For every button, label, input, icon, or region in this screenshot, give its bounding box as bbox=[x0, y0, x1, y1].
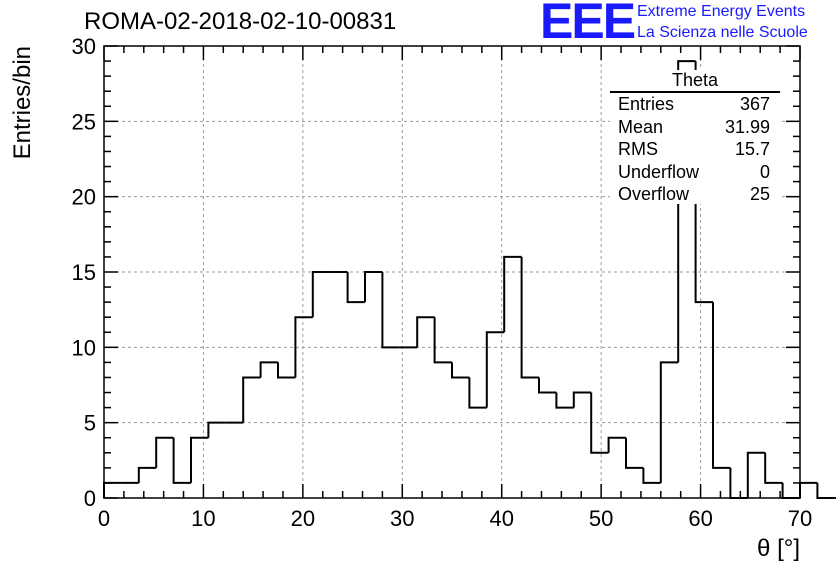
logo-line-2: La Scienza nelle Scuole bbox=[637, 24, 808, 41]
x-axis-label: θ [°] bbox=[757, 535, 800, 562]
axis-ticks bbox=[103, 45, 801, 499]
y-tick-label: 0 bbox=[84, 486, 96, 511]
histogram-bars bbox=[103, 60, 836, 499]
x-tick-label: 70 bbox=[788, 506, 812, 531]
y-tick-label: 10 bbox=[72, 335, 96, 360]
histogram-bin bbox=[729, 467, 748, 499]
stats-value: 31.99 bbox=[724, 116, 770, 137]
stats-label: Mean bbox=[618, 116, 664, 137]
stats-box: Theta Entries 367 Mean 31.99 RMS 15.7 Un… bbox=[610, 70, 780, 204]
stats-label: Overflow bbox=[618, 184, 690, 204]
stats-value: 25 bbox=[749, 184, 770, 204]
y-tick-label: 25 bbox=[72, 109, 96, 134]
tick-labels: 0 10 20 30 40 50 60 70 0 5 10 15 20 25 30 bbox=[72, 34, 813, 531]
x-tick-label: 60 bbox=[688, 506, 712, 531]
histogram-bin bbox=[103, 481, 122, 498]
histogram-bin bbox=[816, 482, 835, 499]
y-tick-label: 15 bbox=[72, 260, 96, 285]
histogram-bin bbox=[311, 271, 331, 318]
stats-value: 367 bbox=[739, 94, 770, 114]
histogram-bin bbox=[555, 392, 574, 409]
x-tick-label: 30 bbox=[390, 506, 414, 531]
stats-row-entries: Entries 367 bbox=[610, 93, 780, 116]
histogram-bin bbox=[520, 256, 539, 379]
stats-label: Entries bbox=[618, 94, 675, 114]
histogram-bin bbox=[590, 392, 609, 454]
histogram-bin bbox=[781, 482, 800, 499]
logo-line-1: Extreme Energy Events bbox=[637, 3, 806, 20]
histogram-bin bbox=[190, 436, 209, 483]
histogram-bin bbox=[572, 391, 592, 408]
histogram-bin bbox=[625, 437, 644, 469]
stats-row-rms: RMS 15.7 bbox=[610, 138, 780, 161]
x-tick-label: 10 bbox=[191, 506, 215, 531]
stats-title: Theta bbox=[610, 70, 780, 93]
histogram-bin bbox=[137, 466, 157, 483]
y-axis-label: Entries/bin bbox=[9, 46, 36, 159]
histogram-bin bbox=[642, 467, 661, 484]
histogram-bin bbox=[764, 452, 783, 484]
histogram-bin bbox=[381, 272, 400, 349]
run-title: ROMA-02-2018-02-10-00831 bbox=[84, 8, 397, 35]
y-tick-label: 30 bbox=[72, 34, 96, 59]
stats-value: 0 bbox=[759, 161, 770, 182]
histogram-bin bbox=[155, 436, 174, 468]
histogram-bin bbox=[746, 451, 766, 498]
histogram-bin bbox=[172, 437, 191, 484]
histogram-bin bbox=[346, 272, 365, 304]
histogram-bin bbox=[677, 60, 696, 363]
histogram-bin bbox=[294, 316, 313, 378]
histogram-bin bbox=[538, 377, 557, 394]
histogram-bin bbox=[364, 271, 383, 303]
histogram-bin bbox=[259, 361, 278, 378]
y-tick-label: 5 bbox=[84, 411, 96, 436]
histogram-bin bbox=[799, 481, 818, 498]
stats-row-mean: Mean 31.99 bbox=[610, 116, 780, 139]
histogram-bin bbox=[416, 316, 435, 348]
histogram-bin bbox=[712, 302, 731, 469]
eee-logo: EEE Extreme Energy Events La Scienza nel… bbox=[540, 0, 836, 46]
histogram-bin bbox=[468, 377, 487, 409]
histogram-bin bbox=[485, 331, 505, 408]
histogram-bin bbox=[433, 317, 452, 364]
stats-label: Underflow bbox=[618, 161, 700, 182]
histogram-bin bbox=[277, 362, 296, 379]
x-tick-label: 40 bbox=[489, 506, 513, 531]
histogram-bin bbox=[451, 362, 470, 379]
histogram-bin bbox=[207, 421, 226, 438]
histogram-bin bbox=[503, 255, 522, 333]
logo-mark: EEE bbox=[540, 0, 636, 49]
histogram-bin bbox=[659, 361, 679, 483]
stats-label: RMS bbox=[618, 139, 658, 159]
x-tick-label: 20 bbox=[291, 506, 315, 531]
stats-row-overflow: Overflow 25 bbox=[610, 183, 780, 206]
x-tick-label: 0 bbox=[98, 506, 110, 531]
x-tick-label: 50 bbox=[589, 506, 613, 531]
stats-row-underflow: Underflow 0 bbox=[610, 161, 780, 184]
histogram-bin bbox=[242, 376, 261, 423]
histogram-bin bbox=[607, 436, 626, 453]
stats-value: 15.7 bbox=[734, 139, 770, 159]
y-tick-label: 20 bbox=[72, 185, 96, 210]
